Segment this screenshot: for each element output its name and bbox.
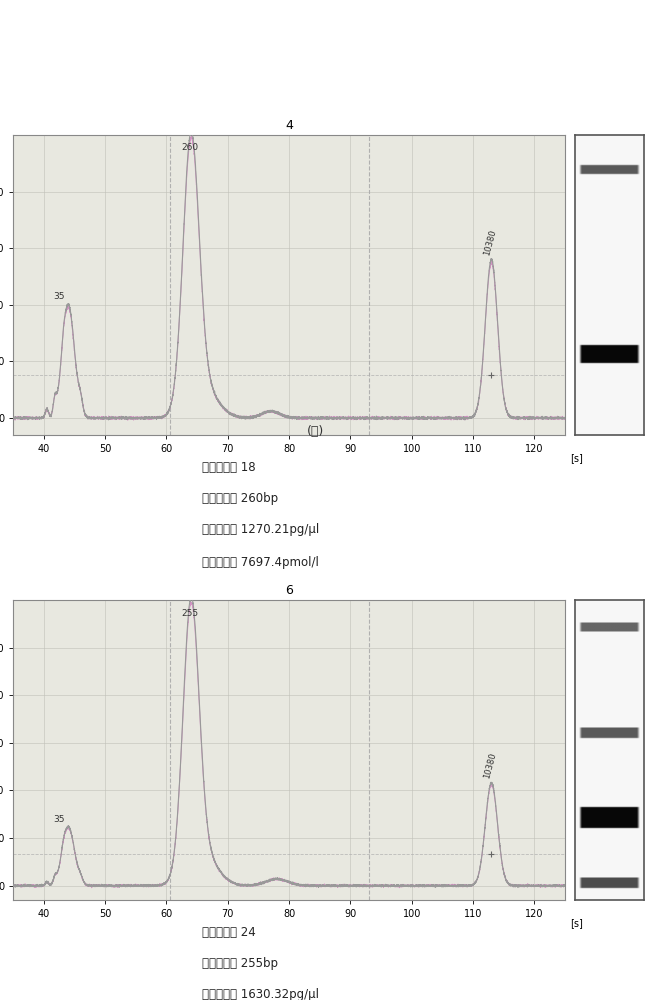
Text: 35: 35 — [53, 815, 64, 824]
Text: (ｂ): (ｂ) — [307, 425, 325, 438]
Text: 10380: 10380 — [482, 228, 498, 256]
Text: 片段大小： 255bp: 片段大小： 255bp — [202, 957, 279, 970]
Text: [s]: [s] — [570, 453, 583, 463]
Text: 片段大小： 260bp: 片段大小： 260bp — [202, 492, 279, 505]
Text: 质量浓度： 1630.32pg/μl: 质量浓度： 1630.32pg/μl — [202, 988, 319, 1000]
Text: 260: 260 — [182, 143, 199, 152]
Title: 6: 6 — [285, 584, 293, 597]
Text: 10380: 10380 — [482, 752, 498, 780]
Text: 255: 255 — [182, 609, 199, 618]
Text: 35: 35 — [53, 292, 64, 301]
Text: 质量浓度： 1270.21pg/μl: 质量浓度： 1270.21pg/μl — [202, 523, 319, 536]
Text: 文库编号： 18: 文库编号： 18 — [202, 461, 256, 474]
Title: 4: 4 — [285, 119, 293, 132]
Text: 摩尔浓度： 7697.4pmol/l: 摩尔浓度： 7697.4pmol/l — [202, 556, 319, 569]
Text: [s]: [s] — [570, 918, 583, 928]
Text: 文库编号： 24: 文库编号： 24 — [202, 926, 256, 939]
